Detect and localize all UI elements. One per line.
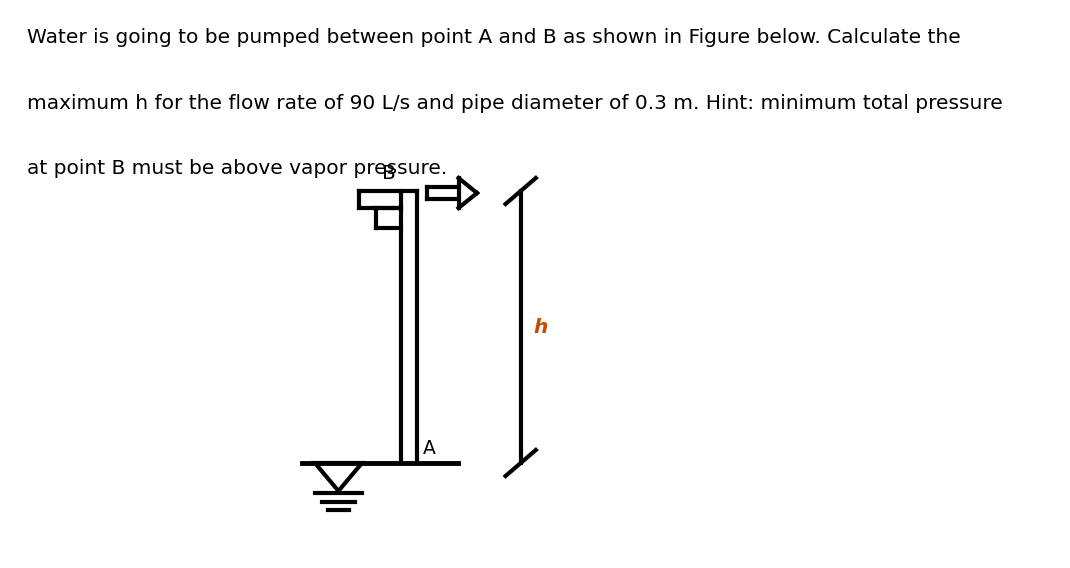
- Text: at point B must be above vapor pressure.: at point B must be above vapor pressure.: [27, 159, 447, 178]
- Text: Water is going to be pumped between point A and B as shown in Figure below. Calc: Water is going to be pumped between poin…: [27, 28, 961, 47]
- Text: h: h: [533, 318, 548, 336]
- Text: maximum h for the flow rate of 90 L/s and pipe diameter of 0.3 m. Hint: minimum : maximum h for the flow rate of 90 L/s an…: [27, 94, 1003, 112]
- Text: B: B: [382, 164, 395, 183]
- Text: A: A: [423, 439, 435, 458]
